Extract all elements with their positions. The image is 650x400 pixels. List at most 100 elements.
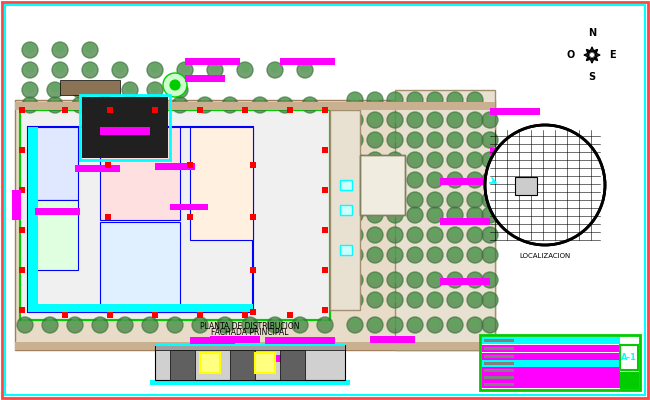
- Circle shape: [221, 319, 229, 327]
- Circle shape: [431, 274, 439, 282]
- Circle shape: [387, 112, 403, 128]
- Text: E: E: [609, 50, 616, 60]
- Circle shape: [241, 64, 249, 72]
- Circle shape: [451, 294, 459, 302]
- Circle shape: [431, 154, 439, 162]
- Circle shape: [371, 319, 379, 327]
- Circle shape: [467, 112, 483, 128]
- Circle shape: [451, 154, 459, 162]
- Circle shape: [387, 272, 403, 288]
- Bar: [152, 107, 158, 113]
- Circle shape: [471, 319, 479, 327]
- Circle shape: [112, 62, 128, 78]
- Bar: [340, 245, 352, 255]
- Circle shape: [22, 62, 38, 78]
- Circle shape: [447, 92, 463, 108]
- Bar: [242, 107, 248, 113]
- Circle shape: [351, 174, 359, 182]
- Bar: [107, 107, 113, 113]
- Circle shape: [26, 99, 34, 107]
- Circle shape: [142, 317, 158, 333]
- Circle shape: [336, 169, 344, 177]
- Circle shape: [146, 319, 154, 327]
- Circle shape: [347, 207, 363, 223]
- Circle shape: [471, 209, 479, 217]
- Circle shape: [471, 134, 479, 142]
- Bar: [484, 369, 514, 372]
- Circle shape: [431, 294, 439, 302]
- Bar: [28, 200, 78, 270]
- Circle shape: [51, 99, 59, 107]
- Bar: [242, 312, 248, 318]
- Circle shape: [407, 247, 423, 263]
- Bar: [245, 355, 305, 362]
- Circle shape: [427, 112, 443, 128]
- Circle shape: [351, 229, 359, 237]
- Bar: [187, 162, 193, 168]
- Circle shape: [407, 207, 423, 223]
- Circle shape: [347, 112, 363, 128]
- Circle shape: [387, 92, 403, 108]
- Circle shape: [447, 172, 463, 188]
- Circle shape: [252, 97, 268, 113]
- Circle shape: [451, 319, 459, 327]
- Circle shape: [351, 94, 359, 102]
- Bar: [482, 353, 620, 360]
- Circle shape: [351, 274, 359, 282]
- Bar: [62, 312, 68, 318]
- Circle shape: [486, 249, 494, 257]
- Circle shape: [451, 229, 459, 237]
- Bar: [28, 127, 253, 312]
- Circle shape: [72, 97, 88, 113]
- Bar: [187, 214, 193, 220]
- Bar: [280, 58, 335, 65]
- Circle shape: [427, 292, 443, 308]
- Circle shape: [277, 97, 293, 113]
- Bar: [155, 343, 345, 346]
- Bar: [152, 312, 158, 318]
- Bar: [484, 383, 514, 386]
- Bar: [75, 165, 120, 172]
- Circle shape: [336, 209, 344, 217]
- Circle shape: [447, 132, 463, 148]
- Circle shape: [447, 207, 463, 223]
- Circle shape: [292, 317, 308, 333]
- Circle shape: [411, 319, 419, 327]
- Circle shape: [451, 194, 459, 202]
- Bar: [395, 90, 495, 350]
- Circle shape: [332, 142, 348, 158]
- Circle shape: [126, 99, 134, 107]
- Circle shape: [471, 294, 479, 302]
- Circle shape: [467, 192, 483, 208]
- Circle shape: [21, 319, 29, 327]
- Bar: [170, 204, 208, 210]
- Circle shape: [367, 152, 383, 168]
- Circle shape: [117, 317, 133, 333]
- Circle shape: [471, 94, 479, 102]
- Bar: [100, 127, 180, 220]
- Circle shape: [336, 144, 344, 152]
- Circle shape: [163, 73, 187, 97]
- Bar: [322, 307, 328, 313]
- Circle shape: [471, 229, 479, 237]
- Circle shape: [467, 247, 483, 263]
- Circle shape: [207, 62, 223, 78]
- Circle shape: [172, 97, 188, 113]
- Circle shape: [431, 249, 439, 257]
- Bar: [105, 214, 111, 220]
- Circle shape: [22, 97, 38, 113]
- Circle shape: [447, 317, 463, 333]
- Circle shape: [467, 272, 483, 288]
- Circle shape: [371, 249, 379, 257]
- Bar: [185, 58, 240, 65]
- Bar: [250, 309, 256, 315]
- Circle shape: [96, 319, 104, 327]
- Bar: [15, 100, 495, 350]
- Circle shape: [367, 317, 383, 333]
- Circle shape: [181, 64, 189, 72]
- Circle shape: [332, 122, 348, 138]
- Circle shape: [22, 82, 38, 98]
- Bar: [515, 177, 537, 195]
- Circle shape: [172, 82, 188, 98]
- Circle shape: [101, 84, 109, 92]
